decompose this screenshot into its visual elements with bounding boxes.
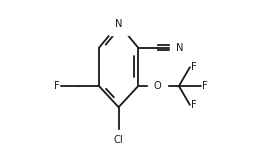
Text: F: F	[191, 62, 196, 72]
Text: O: O	[154, 81, 162, 91]
Text: N: N	[115, 19, 122, 29]
Text: N: N	[176, 43, 184, 53]
Text: F: F	[191, 100, 196, 110]
Text: F: F	[202, 81, 207, 91]
Text: F: F	[54, 81, 60, 91]
Text: Cl: Cl	[114, 135, 123, 145]
